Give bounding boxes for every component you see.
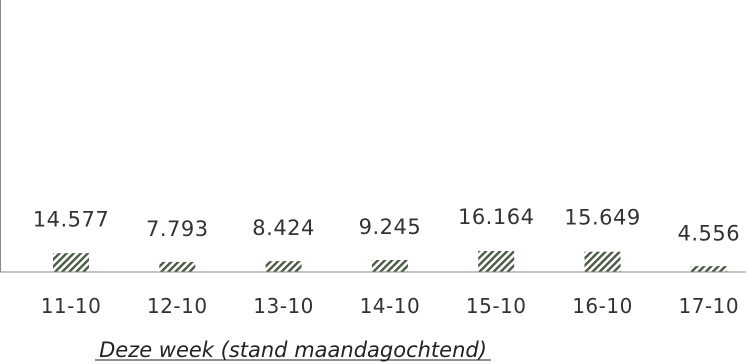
x-tick-label-14-10: 14-10 <box>360 294 421 318</box>
chart-caption: Deze week (stand maandagochtend) <box>99 338 487 362</box>
x-tick-label-15-10: 15-10 <box>466 294 527 318</box>
x-tick-label-12-10: 12-10 <box>147 294 208 318</box>
bar-12-10 <box>159 261 196 272</box>
value-label-12-10: 7.793 <box>146 217 209 241</box>
x-tick-label-11-10: 11-10 <box>41 294 102 318</box>
value-label-16-10: 15.649 <box>564 206 640 230</box>
value-label-13-10: 8.424 <box>252 216 315 240</box>
bar-14-10 <box>371 260 408 272</box>
bar-17-10 <box>690 266 727 272</box>
value-label-11-10: 14.577 <box>33 207 109 231</box>
value-label-17-10: 4.556 <box>677 222 740 246</box>
x-tick-label-16-10: 16-10 <box>572 294 633 318</box>
bar-11-10 <box>53 253 89 272</box>
bar-15-10 <box>478 251 515 272</box>
bar-group <box>53 251 727 272</box>
bar-13-10 <box>265 261 302 272</box>
bar-16-10 <box>584 251 621 272</box>
value-label-15-10: 16.164 <box>458 205 534 229</box>
x-tick-label-13-10: 13-10 <box>253 294 314 318</box>
x-tick-label-17-10: 17-10 <box>678 294 739 318</box>
tick-label-group: 11-10 12-10 13-10 14-10 15-10 16-10 17-10 <box>41 294 739 318</box>
value-label-group: 14.577 7.793 8.424 9.245 16.164 15.649 4.556 <box>33 205 740 246</box>
value-label-14-10: 9.245 <box>359 215 422 239</box>
